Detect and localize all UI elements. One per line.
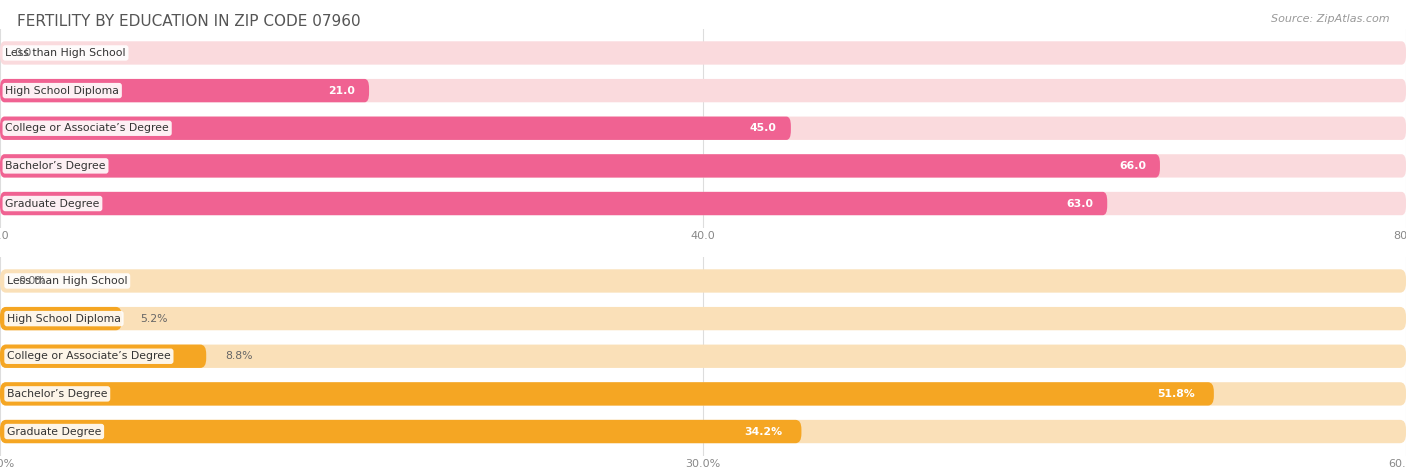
Text: High School Diploma: High School Diploma bbox=[6, 86, 120, 95]
Text: FERTILITY BY EDUCATION IN ZIP CODE 07960: FERTILITY BY EDUCATION IN ZIP CODE 07960 bbox=[17, 14, 360, 29]
FancyBboxPatch shape bbox=[0, 192, 1406, 215]
Text: Graduate Degree: Graduate Degree bbox=[7, 427, 101, 437]
Text: Less than High School: Less than High School bbox=[6, 48, 125, 58]
Text: 5.2%: 5.2% bbox=[141, 314, 169, 323]
Text: 34.2%: 34.2% bbox=[745, 427, 783, 437]
FancyBboxPatch shape bbox=[0, 382, 1213, 406]
FancyBboxPatch shape bbox=[0, 154, 1160, 178]
FancyBboxPatch shape bbox=[0, 420, 1406, 443]
Text: Bachelor’s Degree: Bachelor’s Degree bbox=[6, 161, 105, 171]
FancyBboxPatch shape bbox=[0, 116, 790, 140]
Text: Less than High School: Less than High School bbox=[7, 276, 128, 286]
Text: Graduate Degree: Graduate Degree bbox=[6, 199, 100, 209]
FancyBboxPatch shape bbox=[0, 192, 1108, 215]
Text: 51.8%: 51.8% bbox=[1157, 389, 1195, 399]
FancyBboxPatch shape bbox=[0, 154, 1406, 178]
FancyBboxPatch shape bbox=[0, 307, 1406, 330]
FancyBboxPatch shape bbox=[0, 344, 207, 368]
Text: Bachelor’s Degree: Bachelor’s Degree bbox=[7, 389, 107, 399]
Text: College or Associate’s Degree: College or Associate’s Degree bbox=[6, 123, 169, 133]
FancyBboxPatch shape bbox=[0, 79, 368, 102]
Text: High School Diploma: High School Diploma bbox=[7, 314, 121, 323]
Text: College or Associate’s Degree: College or Associate’s Degree bbox=[7, 351, 170, 361]
Text: 63.0: 63.0 bbox=[1066, 199, 1094, 209]
Text: 66.0: 66.0 bbox=[1119, 161, 1146, 171]
Text: 0.0%: 0.0% bbox=[18, 276, 46, 286]
FancyBboxPatch shape bbox=[0, 420, 801, 443]
FancyBboxPatch shape bbox=[0, 344, 1406, 368]
Text: 8.8%: 8.8% bbox=[225, 351, 253, 361]
Text: Source: ZipAtlas.com: Source: ZipAtlas.com bbox=[1271, 14, 1389, 24]
FancyBboxPatch shape bbox=[0, 269, 1406, 293]
Text: 0.0: 0.0 bbox=[14, 48, 31, 58]
FancyBboxPatch shape bbox=[0, 382, 1406, 406]
Text: 45.0: 45.0 bbox=[749, 123, 778, 133]
Text: 21.0: 21.0 bbox=[328, 86, 354, 95]
FancyBboxPatch shape bbox=[0, 307, 122, 330]
FancyBboxPatch shape bbox=[0, 79, 1406, 102]
FancyBboxPatch shape bbox=[0, 41, 1406, 65]
FancyBboxPatch shape bbox=[0, 116, 1406, 140]
